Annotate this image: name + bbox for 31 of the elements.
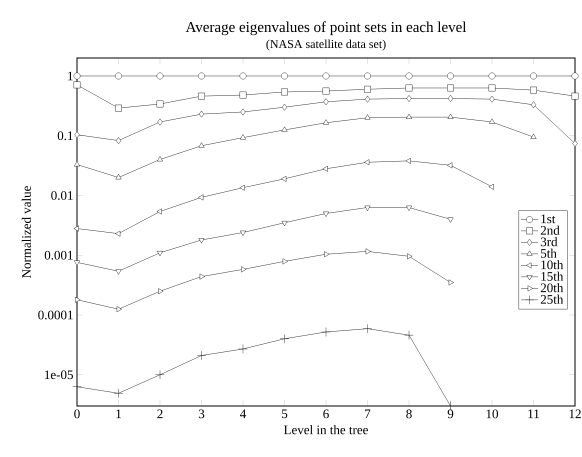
y-tick-label: 0.1 — [58, 131, 73, 140]
y-tick-label: 1e-05 — [45, 370, 73, 380]
x-tick-label: 11 — [528, 410, 539, 418]
x-axis-title: Level in the tree — [284, 425, 368, 434]
legend-label: 25th — [540, 294, 564, 304]
x-tick-label: 12 — [570, 410, 581, 418]
legend-label: 5th — [540, 248, 557, 258]
x-tick-label: 7 — [365, 410, 370, 418]
y-tick-label: 1 — [68, 72, 73, 80]
x-tick-label: 8 — [406, 410, 412, 418]
x-tick-label: 5 — [282, 410, 288, 418]
legend-label: 1st — [541, 214, 556, 224]
x-tick-label: 4 — [240, 410, 246, 418]
legend-label: 2nd — [540, 226, 560, 235]
y-tick-label: 0.01 — [51, 191, 73, 200]
x-tick-label: 6 — [323, 410, 329, 418]
x-tick-label: 1 — [116, 410, 121, 418]
y-tick-label: 0.0001 — [38, 310, 73, 320]
chart-subtitle: (NASA satellite data set) — [266, 40, 386, 51]
y-axis-title: Normalized value — [22, 186, 31, 278]
x-tick-label: 0 — [74, 410, 80, 418]
legend-label: 3rd — [540, 237, 558, 246]
y-tick-label: 0.001 — [44, 250, 73, 260]
x-tick-label: 9 — [448, 410, 454, 418]
x-tick-label: 10 — [486, 410, 498, 418]
x-tick-label: 2 — [157, 410, 163, 418]
chart-title: Average eigenvalues of point sets in each level — [186, 21, 466, 36]
legend-label: 15th — [541, 272, 564, 281]
legend-label: 10th — [541, 260, 564, 270]
x-tick-label: 3 — [198, 410, 204, 418]
legend-label: 20th — [540, 283, 564, 292]
